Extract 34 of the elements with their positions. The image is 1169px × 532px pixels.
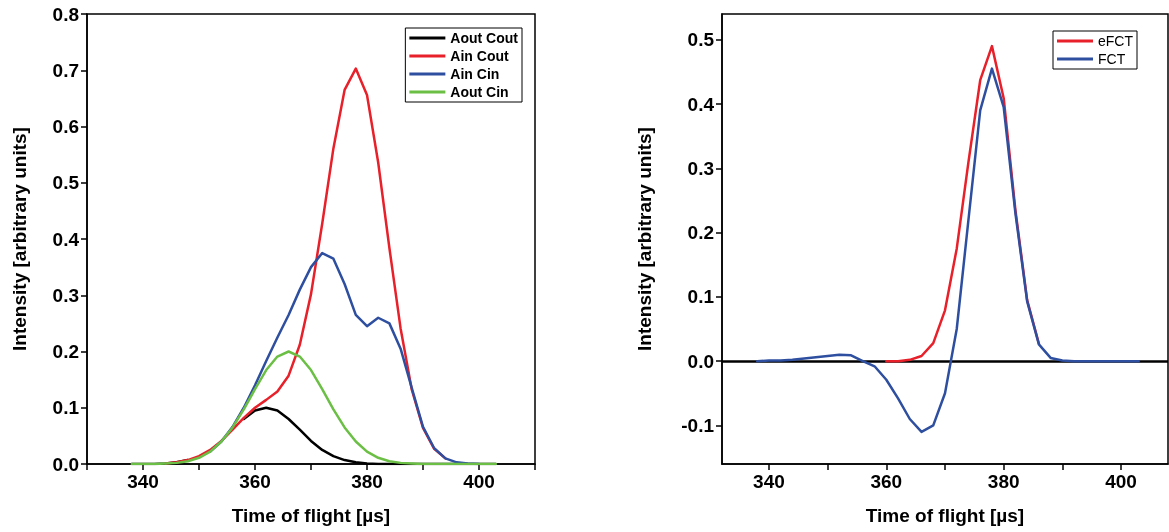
x-tick-label: 360 — [870, 471, 903, 492]
y-tick-label: 0.3 — [52, 284, 79, 306]
legend-label: FCT — [1098, 51, 1126, 67]
y-tick-label: 0.1 — [52, 397, 80, 419]
y-tick-label: 0.2 — [52, 341, 79, 362]
legend-label: Aout Cin — [450, 84, 509, 100]
y-tick-label: 0.8 — [52, 3, 79, 25]
x-tick-label: 380 — [351, 471, 383, 492]
y-axis-title: Intensity [arbitrary units] — [634, 127, 655, 351]
y-tick-label: 0.3 — [687, 157, 714, 179]
y-tick-label: -0.1 — [681, 414, 715, 436]
y-tick-label: 0.1 — [687, 286, 715, 308]
x-tick-label: 360 — [239, 471, 271, 492]
y-tick-label: 0.0 — [687, 350, 714, 372]
legend-label: Ain Cout — [450, 48, 510, 64]
legend-label: Aout Cout — [450, 30, 519, 46]
y-tick-label: 0.5 — [52, 172, 80, 194]
x-tick-label: 400 — [1105, 471, 1137, 492]
y-tick-label: 0.2 — [687, 222, 714, 244]
y-tick-label: 0.4 — [687, 93, 715, 115]
y-tick-label: 0.5 — [687, 29, 715, 51]
x-tick-label: 340 — [127, 471, 159, 492]
x-axis-title: Time of flight [µs] — [231, 505, 391, 526]
x-axis-title: Time of flight [µs] — [865, 505, 1025, 526]
legend-label: Ain Cin — [450, 66, 500, 82]
x-tick-label: 380 — [987, 471, 1020, 492]
legend-label: eFCT — [1098, 33, 1134, 49]
y-tick-label: 0.4 — [52, 228, 80, 250]
x-tick-label: 340 — [753, 471, 785, 492]
y-tick-label: 0.7 — [52, 59, 79, 81]
y-axis-title: Intensity [arbitrary units] — [9, 127, 30, 351]
x-tick-label: 400 — [463, 471, 495, 492]
y-tick-label: 0.6 — [52, 116, 79, 137]
y-tick-label: 0.0 — [52, 453, 79, 475]
